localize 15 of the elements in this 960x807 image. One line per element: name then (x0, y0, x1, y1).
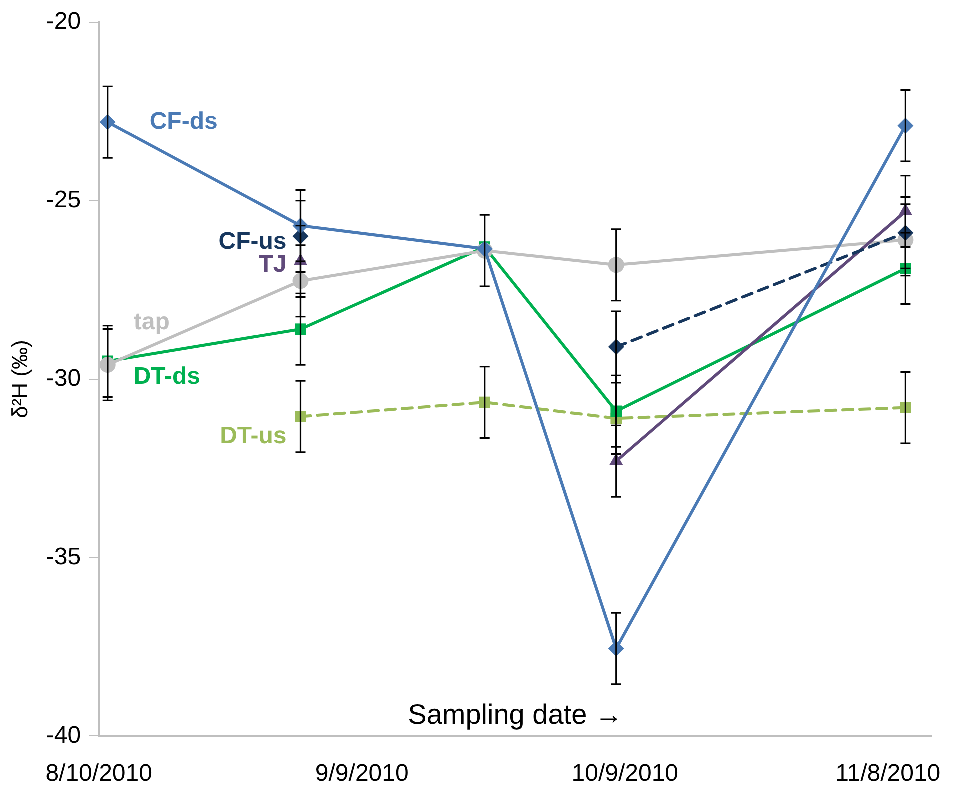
y-tick-label: -35 (46, 543, 82, 570)
y-tick-label: -40 (46, 722, 82, 749)
y-tick-label: -30 (46, 364, 82, 392)
series-label: CF-ds (150, 108, 218, 135)
x-tick-label: 8/10/2010 (46, 760, 152, 788)
x-axis-title: Sampling date → (408, 698, 623, 730)
x-tick-label: 10/9/2010 (572, 760, 679, 788)
y-tick-label: -20 (46, 8, 82, 36)
series-label: DT-ds (134, 363, 201, 390)
series-label: DT-us (220, 422, 287, 450)
x-tick-label: 9/9/2010 (315, 760, 409, 788)
series-label: tap (134, 308, 170, 336)
x-tick-label: 11/8/2010 (836, 760, 941, 788)
y-axis-title: δ²H (‰) (7, 340, 32, 418)
y-tick-label: -25 (46, 186, 82, 214)
